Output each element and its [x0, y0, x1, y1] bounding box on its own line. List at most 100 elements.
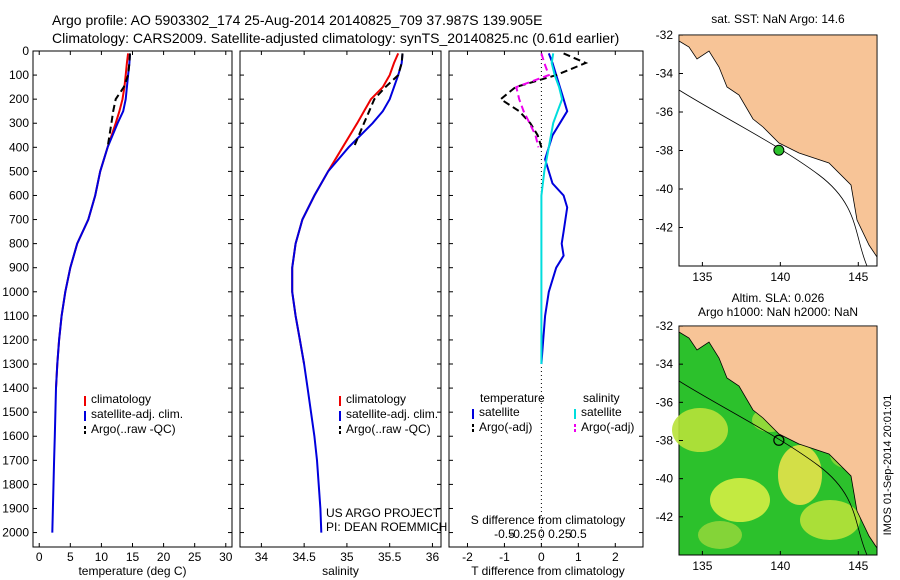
x-tick-label: 5	[67, 550, 74, 564]
x-tick-label: 0	[538, 550, 545, 564]
depth-tick-label: 200	[9, 92, 29, 106]
difference-legend-heading: salinity	[583, 391, 620, 405]
sst-map-lat-tick-label: -38	[656, 144, 674, 158]
salinity-argo-line	[352, 53, 404, 148]
temperature-argo-line	[106, 53, 131, 148]
depth-tick-label: 1000	[2, 285, 29, 299]
difference-salinity-satellite-line	[540, 53, 564, 364]
depth-tick-label: 400	[9, 140, 29, 154]
difference-temperature-legend-label: Argo(-adj)	[479, 420, 532, 434]
sla-anomaly-patch	[800, 500, 860, 540]
depth-tick-label: 300	[9, 116, 29, 130]
sla-anomaly-patch	[698, 521, 742, 549]
sla-map-lon-tick-label: 145	[848, 559, 868, 573]
x-tick-label: 30	[219, 550, 233, 564]
sla-map-lon-tick-label: 140	[770, 559, 790, 573]
difference-temperature-argo-line	[499, 52, 589, 148]
depth-tick-label: 600	[9, 188, 29, 202]
salinity-diff-tick-label: 0.25	[548, 527, 572, 541]
x-tick-label: 34	[255, 550, 269, 564]
temperature-x-label: temperature (deg C)	[78, 564, 186, 578]
temperature-legend-label: Argo(..raw -QC)	[91, 422, 176, 436]
imos-timestamp-label: IMOS 01-Sep-2014 20:01:01	[882, 395, 894, 536]
salinity-diff-tick-label: 0	[538, 527, 545, 541]
sla-map-title-line1: Altim. SLA: 0.026	[732, 291, 825, 305]
difference-legend-heading: temperature	[480, 391, 545, 405]
depth-tick-label: 1800	[2, 477, 29, 491]
sst-map-shelf-contour	[678, 89, 868, 267]
depth-tick-label: 700	[9, 213, 29, 227]
difference-salinity-legend-label: satellite	[581, 405, 622, 419]
salinity-legend-label: climatology	[346, 392, 406, 406]
depth-tick-label: 500	[9, 164, 29, 178]
x-tick-label: 15	[126, 550, 140, 564]
sla-anomaly-patch	[672, 408, 728, 452]
depth-tick-label: 1400	[2, 381, 29, 395]
difference-axes-box	[448, 50, 644, 548]
difference-salinity-legend-label: Argo(-adj)	[581, 420, 634, 434]
x-tick-label: 34.5	[292, 550, 316, 564]
x-tick-label: 1	[575, 550, 582, 564]
sla-map-lat-tick-label: -40	[656, 472, 674, 486]
sla-anomaly-patch	[710, 478, 770, 522]
sst-map-lat-tick-label: -40	[656, 182, 674, 196]
sst-map-lon-tick-label: 140	[770, 270, 790, 284]
figure-title-line1: Argo profile: AO 5903302_174 25-Aug-2014…	[52, 12, 543, 28]
x-tick-label: 20	[157, 550, 171, 564]
sla-map-lat-tick-label: -32	[656, 319, 674, 333]
sla-map-lat-tick-label: -42	[656, 510, 674, 524]
sla-argo-marker	[773, 434, 785, 446]
salinity-satellite-line	[291, 53, 404, 533]
sst-argo-marker	[773, 144, 785, 156]
sst-map-lon-tick-label: 135	[692, 270, 712, 284]
difference-temperature-legend-label: satellite	[479, 405, 520, 419]
salinity-diff-tick-label: 0.5	[570, 527, 587, 541]
salinity-diff-tick-label: -0.25	[509, 527, 537, 541]
x-tick-label: -1	[499, 550, 510, 564]
x-tick-label: 36	[426, 550, 440, 564]
sla-map-title-line2: Argo h1000: NaN h2000: NaN	[698, 305, 858, 319]
x-tick-label: -2	[462, 550, 473, 564]
sst-map-lat-tick-label: -36	[656, 105, 674, 119]
depth-tick-label: 1500	[2, 405, 29, 419]
difference-temperature-satellite-line	[540, 53, 569, 365]
depth-tick-label: 900	[9, 261, 29, 275]
sst-map-lat-tick-label: -32	[656, 28, 674, 42]
sst-map-lat-tick-label: -34	[656, 67, 674, 81]
x-tick-label: 10	[95, 550, 109, 564]
depth-tick-label: 1900	[2, 501, 29, 515]
depth-tick-label: 1700	[2, 453, 29, 467]
sla-anomaly-patch	[778, 445, 822, 505]
depth-tick-label: 1300	[2, 357, 29, 371]
sla-map-lat-tick-label: -36	[656, 395, 674, 409]
sla-map-land	[678, 325, 878, 550]
x-tick-label: 2	[612, 550, 619, 564]
depth-tick-label: 1100	[3, 309, 29, 323]
sst-map-title: sat. SST: NaN Argo: 14.6	[711, 12, 845, 26]
x-tick-label: 0	[36, 550, 43, 564]
sla-map-shelf-contour	[678, 380, 868, 556]
x-tick-label: 35.5	[378, 550, 402, 564]
depth-tick-label: 0	[22, 44, 29, 58]
depth-tick-label: 100	[9, 68, 29, 82]
temperature-legend-label: satellite-adj. clim.	[91, 407, 183, 421]
sla-map-lat-tick-label: -38	[656, 434, 674, 448]
x-tick-label: 35	[340, 550, 354, 564]
sst-map-lon-tick-label: 145	[848, 270, 868, 284]
depth-tick-label: 2000	[2, 526, 29, 540]
salinity-axes-box	[239, 50, 442, 548]
salinity-diff-axis-label: S difference from climatology	[471, 513, 626, 527]
salinity-legend-label: satellite-adj. clim.	[346, 407, 438, 421]
salinity-x-label: salinity	[322, 564, 359, 578]
sst-map-lat-tick-label: -42	[656, 221, 674, 235]
depth-tick-label: 1600	[2, 429, 29, 443]
figure-title-line2: Climatology: CARS2009. Satellite-adjuste…	[52, 30, 620, 46]
depth-tick-label: 800	[9, 237, 29, 251]
x-tick-label: 25	[188, 550, 202, 564]
sla-map-lon-tick-label: 135	[692, 559, 712, 573]
difference-salinity-argo-line	[515, 53, 551, 148]
pi-label: PI: DEAN ROEMMICH	[326, 520, 447, 534]
salinity-legend-label: Argo(..raw -QC)	[346, 422, 431, 436]
temperature-diff-axis-label: T difference from climatology	[471, 564, 625, 578]
